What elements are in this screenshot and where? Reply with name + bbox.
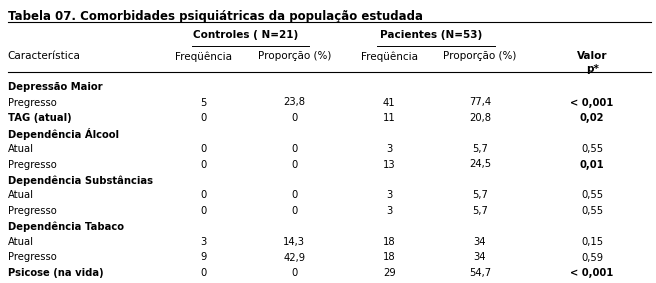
Text: 5,7: 5,7 — [472, 144, 488, 154]
Text: 24,5: 24,5 — [469, 160, 491, 170]
Text: Tabela 07. Comorbidades psiquiátricas da população estudada: Tabela 07. Comorbidades psiquiátricas da… — [8, 10, 423, 23]
Text: Proporção (%): Proporção (%) — [443, 51, 517, 61]
Text: 3: 3 — [386, 144, 392, 154]
Text: 29: 29 — [383, 268, 396, 278]
Text: Atual: Atual — [8, 144, 34, 154]
Text: < 0,001: < 0,001 — [571, 268, 614, 278]
Text: 54,7: 54,7 — [469, 268, 491, 278]
Text: < 0,001: < 0,001 — [571, 98, 614, 108]
Text: Característica: Característica — [8, 51, 81, 61]
Text: Atual: Atual — [8, 190, 34, 200]
Text: 0: 0 — [291, 206, 297, 216]
Text: 0: 0 — [200, 190, 207, 200]
Text: 0,01: 0,01 — [580, 160, 604, 170]
Text: 0: 0 — [291, 160, 297, 170]
Text: 41: 41 — [383, 98, 396, 108]
Text: 0,02: 0,02 — [580, 113, 604, 123]
Text: Valor: Valor — [577, 51, 607, 61]
Text: 14,3: 14,3 — [283, 237, 305, 247]
Text: Freqüência: Freqüência — [361, 51, 418, 61]
Text: Pregresso: Pregresso — [8, 252, 56, 263]
Text: 0: 0 — [291, 144, 297, 154]
Text: Proporção (%): Proporção (%) — [258, 51, 331, 61]
Text: 0,55: 0,55 — [581, 144, 603, 154]
Text: 0: 0 — [200, 113, 207, 123]
Text: 0,15: 0,15 — [581, 237, 603, 247]
Text: 3: 3 — [386, 190, 392, 200]
Text: Psicose (na vida): Psicose (na vida) — [8, 268, 104, 278]
Text: 3: 3 — [386, 206, 392, 216]
Text: Dependência Substâncias: Dependência Substâncias — [8, 175, 153, 185]
Text: 0: 0 — [291, 190, 297, 200]
Text: Dependência Álcool: Dependência Álcool — [8, 128, 119, 140]
Text: 3: 3 — [200, 237, 207, 247]
Text: Pregresso: Pregresso — [8, 98, 56, 108]
Text: p*: p* — [586, 64, 598, 74]
Text: Atual: Atual — [8, 237, 34, 247]
Text: 5: 5 — [200, 98, 207, 108]
Text: 5,7: 5,7 — [472, 206, 488, 216]
Text: Freqüência: Freqüência — [175, 51, 232, 61]
Text: 77,4: 77,4 — [469, 98, 491, 108]
Text: 11: 11 — [383, 113, 396, 123]
Text: 23,8: 23,8 — [283, 98, 305, 108]
Text: Pregresso: Pregresso — [8, 206, 56, 216]
Text: 13: 13 — [383, 160, 396, 170]
Text: 34: 34 — [474, 237, 486, 247]
Text: 34: 34 — [474, 252, 486, 263]
Text: 9: 9 — [200, 252, 207, 263]
Text: 0,55: 0,55 — [581, 190, 603, 200]
Text: 0: 0 — [200, 144, 207, 154]
Text: Depressão Maior: Depressão Maior — [8, 82, 102, 92]
Text: 0,59: 0,59 — [581, 252, 603, 263]
Text: Pregresso: Pregresso — [8, 160, 56, 170]
Text: 18: 18 — [383, 237, 396, 247]
Text: 0: 0 — [200, 160, 207, 170]
Text: 0: 0 — [291, 113, 297, 123]
Text: 0: 0 — [200, 206, 207, 216]
Text: 0: 0 — [200, 268, 207, 278]
Text: 5,7: 5,7 — [472, 190, 488, 200]
Text: Dependência Tabaco: Dependência Tabaco — [8, 222, 124, 232]
Text: Pacientes (N=53): Pacientes (N=53) — [380, 30, 483, 40]
Text: Controles ( N=21): Controles ( N=21) — [194, 30, 298, 40]
Text: 0: 0 — [291, 268, 297, 278]
Text: 20,8: 20,8 — [469, 113, 491, 123]
Text: 42,9: 42,9 — [283, 252, 306, 263]
Text: TAG (atual): TAG (atual) — [8, 113, 72, 123]
Text: 18: 18 — [383, 252, 396, 263]
Text: 0,55: 0,55 — [581, 206, 603, 216]
